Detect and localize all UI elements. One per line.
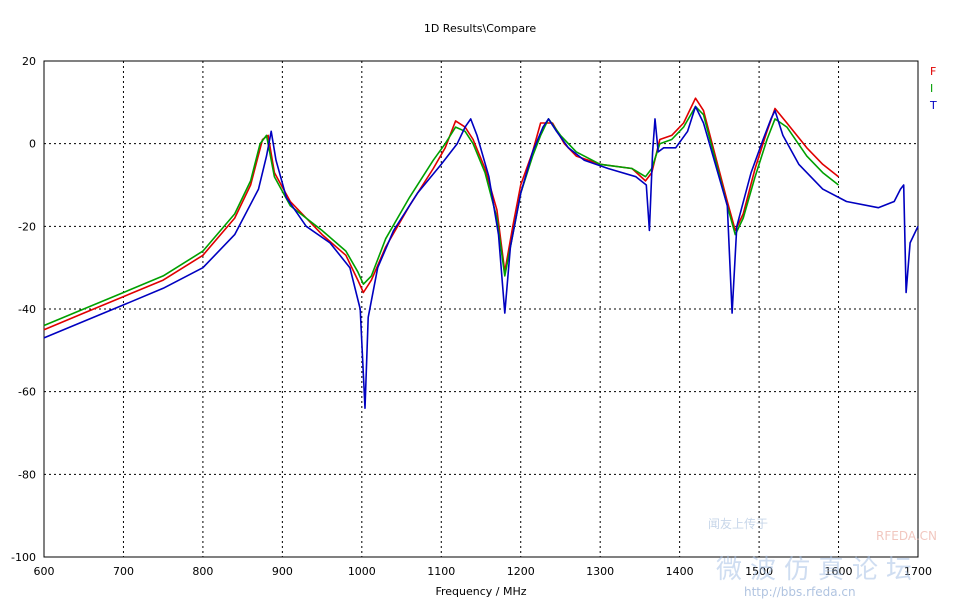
y-tick-label: -20 — [18, 220, 36, 233]
x-tick-label: 1100 — [427, 565, 455, 578]
x-tick-label: 700 — [113, 565, 134, 578]
x-tick-label: 1700 — [904, 565, 932, 578]
x-tick-label: 1600 — [825, 565, 853, 578]
watermark-line2: 微波仿真论坛 — [716, 555, 920, 585]
legend-entry-T: T — [929, 99, 937, 112]
y-tick-label: -60 — [18, 386, 36, 399]
legend: FIT — [929, 65, 937, 112]
y-tick-label: -80 — [18, 468, 36, 481]
x-tick-label: 1200 — [507, 565, 535, 578]
x-tick-label: 800 — [192, 565, 213, 578]
x-tick-label: 1300 — [586, 565, 614, 578]
x-tick-label: 600 — [34, 565, 55, 578]
grid — [44, 61, 918, 557]
series-line-T — [43, 105, 919, 409]
y-tick-label: -100 — [11, 551, 36, 564]
watermark-url: http://bbs.rfeda.cn — [744, 585, 856, 599]
legend-entry-F: F — [930, 65, 936, 78]
watermark: RFEDA.CN 闻友上传于 微波仿真论坛 http://bbs.rfeda.c… — [708, 516, 937, 599]
tick-labels: 600 700 800 900 1000 1100 1200 1300 1400 1500 1600… — [11, 55, 932, 578]
series — [43, 97, 919, 409]
x-tick-label: 1000 — [348, 565, 376, 578]
series-line-F — [43, 97, 839, 331]
x-axis-label: Frequency / MHz — [435, 585, 526, 598]
y-tick-label: 20 — [22, 55, 36, 68]
x-tick-label: 1500 — [745, 565, 773, 578]
watermark-line1: 闻友上传于 — [708, 516, 768, 531]
chart-title: 1D Results\Compare — [423, 22, 537, 35]
x-tick-label: 1400 — [666, 565, 694, 578]
y-tick-label: 0 — [29, 138, 36, 151]
x-tick-label: 900 — [272, 565, 293, 578]
watermark-brand: RFEDA.CN — [876, 529, 937, 543]
y-tick-label: -40 — [18, 303, 36, 316]
legend-entry-I: I — [930, 82, 933, 95]
